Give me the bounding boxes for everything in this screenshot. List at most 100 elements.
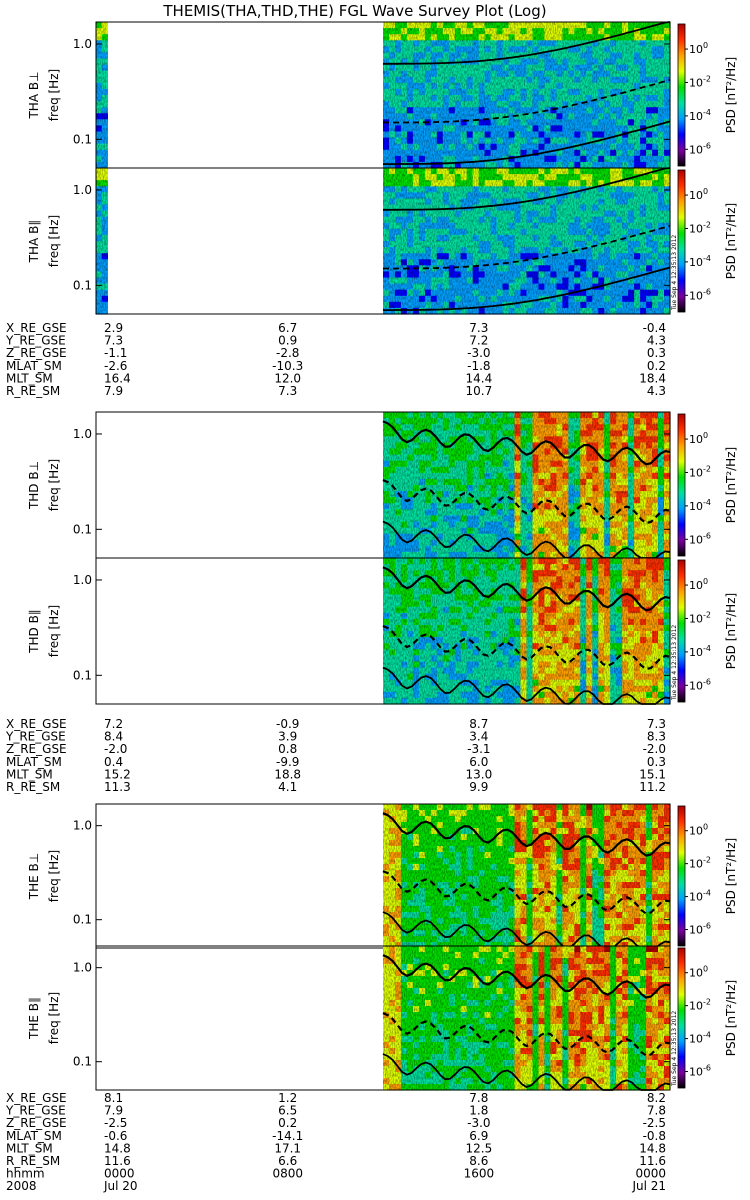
colorbar-tick-label: 10-2 bbox=[689, 464, 711, 479]
spectrogram-texture bbox=[383, 168, 670, 314]
ephemeris-value: 10.7 bbox=[465, 384, 492, 398]
spectrogram-texture bbox=[96, 22, 108, 168]
ephemeris-value: 2.9 bbox=[104, 321, 123, 335]
ephemeris-value: 7.3 bbox=[278, 384, 297, 398]
colorbar-tick-label: 10-6 bbox=[689, 677, 711, 692]
y-tick-label: 1.0 bbox=[73, 427, 92, 441]
colorbar-tick-exponent: -6 bbox=[703, 141, 711, 150]
ephemeris-value: 6.7 bbox=[278, 321, 297, 335]
ephemeris-value: 18.4 bbox=[639, 371, 666, 385]
spectrogram-cells bbox=[96, 22, 671, 169]
spectrogram-panel-thd-perp: 1.0 0.1 THD B⊥ freq [Hz] 100 10-2 10-4 10-6 PSD … bbox=[27, 411, 738, 559]
colorbar-strip bbox=[677, 559, 686, 703]
colorbar-tick-label: 100 bbox=[689, 431, 708, 446]
y-tick-label: 1.0 bbox=[73, 37, 92, 51]
colorbar-label: PSD [nT²/Hz] bbox=[724, 203, 738, 279]
spectrogram-cells bbox=[383, 412, 671, 559]
colorbar-tick-exponent: -4 bbox=[703, 498, 711, 507]
ephemeris-value: 7.3 bbox=[469, 321, 488, 335]
spectrogram-texture bbox=[383, 22, 670, 168]
ephemeris-value: 11.3 bbox=[104, 780, 131, 794]
ephemeris-name: R_RE_SM bbox=[6, 384, 60, 398]
ephemeris-value: 9.9 bbox=[469, 780, 488, 794]
colorbar-tick-label: 10-6 bbox=[689, 141, 711, 156]
ephemeris-value: 0.3 bbox=[647, 346, 666, 360]
ephemeris-value: -1.1 bbox=[104, 346, 127, 360]
colorbar-tick-label: 10-6 bbox=[689, 531, 711, 546]
dashed-curve bbox=[383, 225, 671, 270]
colorbar-tick-exponent: -4 bbox=[703, 108, 711, 117]
ephemeris-name: Y_RE_GSE bbox=[5, 334, 66, 348]
colorbar: 100 10-2 10-4 10-6 PSD [nT²/Hz] bbox=[677, 413, 738, 557]
timestamp-stamp: Tue Sep 4 12:35:13 2012 bbox=[671, 235, 678, 311]
colorbar-tick-label: 10-6 bbox=[689, 287, 711, 302]
solid-curve bbox=[383, 120, 671, 165]
colorbar-tick-exponent: -2 bbox=[703, 610, 711, 619]
spectrogram-cells bbox=[383, 558, 671, 705]
colorbar-tick-exponent: -4 bbox=[703, 644, 711, 653]
colorbar-tick-exponent: 0 bbox=[703, 41, 708, 50]
panel-ylabel: THA B⊥ bbox=[27, 71, 41, 119]
panel-ylabel: THD B⊥ bbox=[27, 461, 41, 510]
gyrofrequency-curves bbox=[383, 21, 671, 165]
colorbar-label: PSD [nT²/Hz] bbox=[724, 593, 738, 669]
y-tick-label: 0.1 bbox=[73, 132, 92, 146]
colorbar-strip bbox=[677, 169, 686, 313]
panel-ylabel-freq: freq [Hz] bbox=[47, 215, 61, 267]
panel-ylabel: THD B∥ bbox=[27, 609, 41, 654]
panel-ylabel-freq: freq [Hz] bbox=[47, 459, 61, 511]
y-tick-label: 1.0 bbox=[73, 573, 92, 587]
colorbar-tick-label: 10-4 bbox=[689, 498, 711, 513]
ephemeris-value: -1.8 bbox=[467, 359, 490, 373]
ephemeris-value: 4.1 bbox=[278, 780, 297, 794]
y-tick-label: 1.0 bbox=[73, 183, 92, 197]
timestamp-stamp: Tue Sep 4 12:35:13 2012 bbox=[671, 625, 678, 701]
ephemeris-name: R_RE_SM bbox=[6, 780, 60, 794]
colorbar-tick-label: 100 bbox=[689, 41, 708, 56]
ephemeris-thd: X_RE_GSE 7.2 -0.9 8.7 7.3Y_RE_GSE 8.4 3.9 3.4 8.… bbox=[5, 717, 666, 794]
ephemeris-value: 0.2 bbox=[647, 359, 666, 373]
ephemeris-value: -3.0 bbox=[467, 346, 490, 360]
colorbar-strip bbox=[677, 23, 686, 167]
ephemeris-value: -10.3 bbox=[272, 359, 303, 373]
colorbar-tick-label: 10-4 bbox=[689, 108, 711, 123]
ephemeris-value: 12.0 bbox=[274, 371, 301, 385]
y-tick-label: 0.1 bbox=[73, 668, 92, 682]
ephemeris-value: -0.4 bbox=[643, 321, 666, 335]
ephemeris-name: MLAT_SM bbox=[6, 359, 62, 373]
y-tick-label: 0.1 bbox=[73, 278, 92, 292]
colorbar-tick-label: 10-2 bbox=[689, 610, 711, 625]
colorbar-tick-label: 10-4 bbox=[689, 254, 711, 269]
solid-curve bbox=[383, 21, 671, 65]
colorbar-tick-exponent: -2 bbox=[703, 220, 711, 229]
colorbar-strip bbox=[677, 413, 686, 557]
ephemeris-value: 11.2 bbox=[639, 780, 666, 794]
y-tick-label: 0.1 bbox=[73, 522, 92, 536]
colorbar-label: PSD [nT²/Hz] bbox=[724, 447, 738, 523]
colorbar-tick-exponent: -6 bbox=[703, 287, 711, 296]
ephemeris-tha: X_RE_GSE 2.9 6.7 7.3 -0.4Y_RE_GSE 7.3 0.9 7.2 4.… bbox=[5, 321, 666, 398]
colorbar-tick-label: 100 bbox=[689, 187, 708, 202]
panel-ylabel-freq: freq [Hz] bbox=[47, 605, 61, 657]
ephemeris-name: Z_RE_GSE bbox=[6, 346, 67, 360]
ephemeris-name: MLT_SM bbox=[6, 371, 53, 385]
ephemeris-value: -2.6 bbox=[104, 359, 127, 373]
ephemeris-value: 7.3 bbox=[104, 334, 123, 348]
colorbar-tick-label: 10-2 bbox=[689, 74, 711, 89]
spectrogram-texture bbox=[383, 558, 670, 704]
dashed-curve bbox=[383, 79, 671, 124]
ephemeris-value: 7.2 bbox=[469, 334, 488, 348]
colorbar-tick-exponent: -4 bbox=[703, 254, 711, 263]
spectrogram-texture bbox=[96, 168, 108, 314]
ephemeris-value: 4.3 bbox=[647, 384, 666, 398]
solid-curve bbox=[383, 266, 671, 311]
panel-ylabel: THA B∥ bbox=[27, 220, 41, 264]
colorbar-tick-label: 100 bbox=[689, 577, 708, 592]
